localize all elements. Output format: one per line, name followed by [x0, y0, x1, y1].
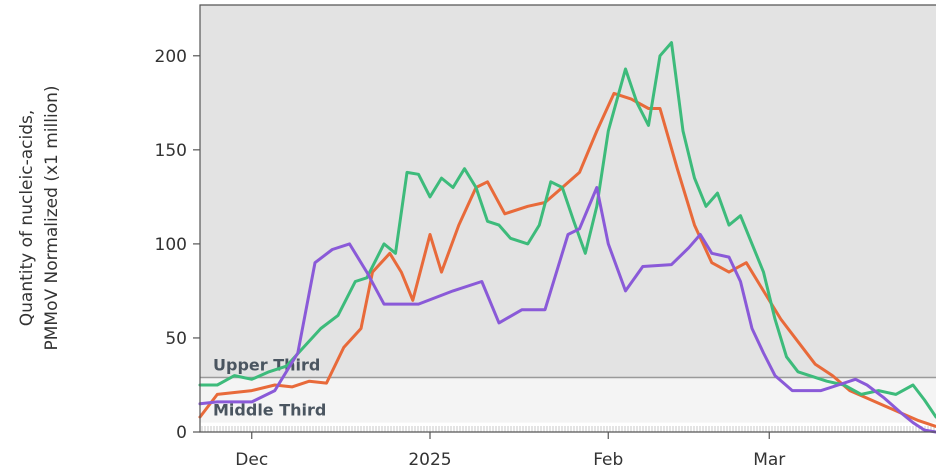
- band-label-1: Middle Third: [213, 401, 326, 420]
- x-tick-label: Mar: [753, 450, 785, 470]
- series-line-2: [198, 186, 936, 434]
- x-tick-label: 2025: [408, 450, 451, 470]
- y-tick-label: 100: [155, 235, 187, 255]
- series-line-1: [198, 41, 936, 419]
- bottom-hatch: [201, 426, 935, 432]
- band-1: [200, 377, 936, 423]
- y-axis-label-line2: PMMoV Normalized (x1 million): [42, 85, 62, 350]
- y-tick-label: 0: [176, 423, 187, 443]
- x-tick-label: Dec: [235, 450, 268, 470]
- plot-frame: [199, 4, 936, 433]
- y-axis-label-line1: Quantity of nucleic-acids,: [17, 110, 37, 326]
- series-line-0: [198, 91, 936, 428]
- band-0: [200, 5, 936, 378]
- x-tick-label: Feb: [593, 450, 623, 470]
- y-tick-label: 50: [165, 329, 187, 349]
- y-tick-label: 200: [155, 47, 187, 67]
- y-tick-label: 150: [155, 141, 187, 161]
